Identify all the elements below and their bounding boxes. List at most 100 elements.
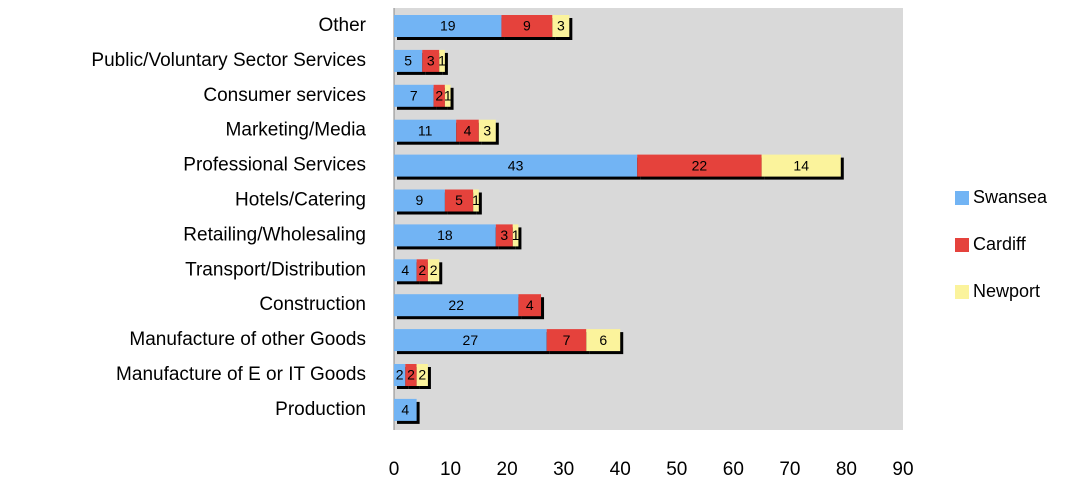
data-label: 7 [563, 332, 571, 348]
bar-segment [394, 84, 434, 107]
data-label: 18 [437, 227, 453, 243]
data-label: 2 [435, 88, 443, 104]
data-label: 3 [500, 227, 508, 243]
data-label: 4 [401, 402, 409, 418]
data-label: 9 [523, 18, 531, 34]
data-label: 4 [464, 122, 472, 138]
data-label: 1 [438, 53, 446, 69]
data-label: 1 [512, 227, 520, 243]
bar-segment [394, 119, 457, 142]
bar-segment [394, 259, 417, 282]
bar-segment [433, 84, 445, 107]
bar-segment [501, 15, 553, 37]
y-tick-label: Public/Voluntary Sector Services [91, 50, 366, 71]
data-label: 2 [418, 262, 426, 278]
bar-segment [394, 398, 417, 421]
legend-label: Swansea [973, 187, 1048, 207]
x-tick-label: 50 [666, 459, 687, 480]
legend-swatch [955, 285, 969, 299]
bar-segment [761, 154, 841, 177]
bar-segment [473, 189, 479, 212]
plot-area [394, 8, 903, 430]
bar-shadow [442, 52, 448, 75]
data-label: 3 [483, 122, 491, 138]
bar-segment [456, 119, 479, 142]
bar-segment [394, 15, 502, 37]
data-label: 27 [463, 332, 479, 348]
bar-shadow [515, 227, 522, 250]
bar-segment [416, 364, 428, 386]
bar-segment [444, 189, 474, 212]
y-tick-label: Production [275, 399, 366, 420]
legend-swatch [955, 238, 969, 252]
data-label: 14 [793, 157, 809, 173]
x-tick-label: 0 [389, 459, 400, 480]
x-tick-label: 40 [610, 459, 631, 480]
bar-segment [478, 119, 496, 142]
bar-segment [552, 15, 570, 37]
data-label: 5 [455, 192, 463, 208]
data-label: 19 [440, 18, 456, 34]
y-tick-label: Manufacture of other Goods [129, 329, 366, 350]
legend-label: Cardiff [973, 234, 1027, 254]
data-label: 4 [526, 297, 534, 313]
bar-segment [394, 364, 406, 386]
bar-segment [495, 224, 513, 247]
y-tick-label: Transport/Distribution [185, 259, 366, 280]
x-tick-label: 10 [440, 459, 461, 480]
legend-swatch [955, 191, 969, 205]
bar-segment [422, 49, 440, 72]
x-tick-label: 20 [497, 459, 518, 480]
bar-segment [394, 224, 496, 247]
data-label: 2 [418, 367, 426, 383]
x-tick-label: 80 [836, 459, 857, 480]
bar-segment [394, 329, 547, 352]
bar-segment [427, 259, 440, 282]
data-label: 22 [692, 157, 708, 173]
bar-segment [439, 49, 445, 72]
data-label: 3 [427, 53, 435, 69]
bar-segment [586, 329, 621, 352]
data-label: 3 [557, 18, 565, 34]
bar-segment [512, 224, 519, 247]
y-tick-label: Consumer services [203, 85, 366, 106]
bar-segment [416, 259, 428, 282]
data-label: 9 [416, 192, 424, 208]
data-label: 1 [472, 192, 480, 208]
data-label: 7 [410, 88, 418, 104]
bar-segment [394, 154, 638, 177]
x-tick-label: 90 [892, 459, 913, 480]
data-label: 22 [448, 297, 464, 313]
data-label: 2 [430, 262, 438, 278]
data-label: 5 [404, 53, 412, 69]
data-label: 11 [418, 122, 433, 138]
y-tick-label: Retailing/Wholesaling [183, 224, 366, 245]
x-tick-label: 70 [779, 459, 800, 480]
x-tick-label: 60 [723, 459, 744, 480]
bar-shadow [476, 192, 482, 215]
bar-shadow [447, 87, 454, 110]
legend-label: Newport [973, 281, 1040, 301]
y-tick-label: Hotels/Catering [235, 190, 366, 211]
bar-segment [405, 364, 417, 386]
data-label: 43 [508, 157, 524, 173]
bar-segment [546, 329, 587, 352]
data-label: 4 [401, 262, 409, 278]
y-tick-label: Marketing/Media [226, 120, 367, 141]
data-label: 2 [396, 367, 404, 383]
bar-segment [637, 154, 762, 177]
data-label: 1 [444, 88, 452, 104]
y-tick-label: Manufacture of E or IT Goods [116, 364, 366, 385]
bar-segment [394, 49, 423, 72]
bar-segment [394, 189, 445, 212]
bar-segment [518, 294, 542, 317]
bar-segment [444, 84, 451, 107]
y-tick-label: Other [318, 15, 366, 36]
y-tick-label: Construction [259, 294, 366, 315]
bar-segment [394, 294, 519, 317]
data-label: 6 [599, 332, 607, 348]
y-tick-label: Professional Services [183, 155, 366, 176]
x-tick-label: 30 [553, 459, 574, 480]
data-label: 2 [407, 367, 415, 383]
